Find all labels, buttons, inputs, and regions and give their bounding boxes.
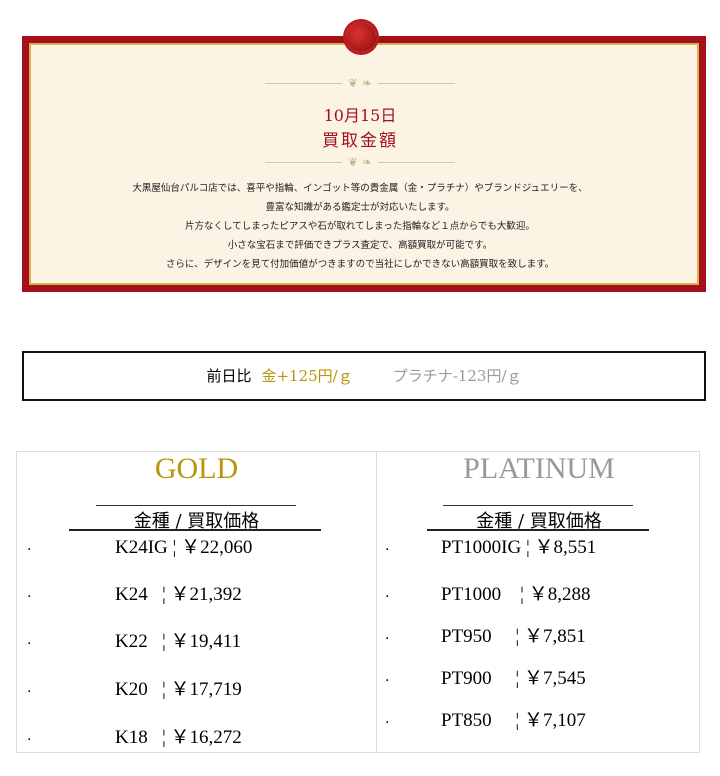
bullet-dot: . bbox=[27, 728, 32, 744]
desc-line: さらに、デザインを見て付加価値がつきますので当社にしかできない高額買取を致します… bbox=[165, 259, 555, 270]
table-row: K18 ¦ ￥16,272 bbox=[115, 727, 242, 748]
divider bbox=[443, 505, 633, 506]
platinum-subheading: 金種 / 買取価格 bbox=[476, 511, 602, 532]
description: 大黒屋仙台パルコ店では、喜平や指輪、インゴット等の貴金属（金・プラチナ）やブラン… bbox=[0, 179, 720, 274]
ornament-top-icon: ❦ ❧ bbox=[265, 76, 455, 90]
ornament-bottom-icon: ❦ ❧ bbox=[265, 155, 455, 169]
platinum-column: PLATINUM 金種 / 買取価格 . PT1000IG ¦ ￥8,551 . P… bbox=[377, 452, 701, 752]
desc-line: 豊富な知識がある鑑定士が対応いたします。 bbox=[265, 202, 455, 213]
desc-line: 片方なくしてしまったピアスや石が取れてしまった指輪など１点からでも大歓迎。 bbox=[185, 221, 535, 232]
divider bbox=[69, 529, 321, 531]
price-table: GOLD 金種 / 買取価格 . K24IG ¦ ￥22,060 . K24 ¦ ￥… bbox=[16, 451, 700, 753]
wax-seal-icon bbox=[346, 22, 376, 52]
bullet-dot: . bbox=[385, 585, 390, 601]
desc-line: 大黒屋仙台パルコ店では、喜平や指輪、インゴット等の貴金属（金・プラチナ）やブラン… bbox=[132, 183, 588, 194]
table-row: PT950 ¦ ￥7,851 bbox=[441, 626, 586, 647]
gold-heading: GOLD bbox=[154, 452, 239, 485]
bullet-dot: . bbox=[27, 538, 32, 554]
table-row: PT900 ¦ ￥7,545 bbox=[441, 668, 586, 689]
table-row: K22 ¦ ￥19,411 bbox=[115, 631, 242, 652]
desc-line: 小さな宝石まで評価できプラス査定で、高額買取が可能です。 bbox=[227, 240, 493, 251]
table-row: PT1000 ¦ ￥8,288 bbox=[441, 584, 591, 605]
platinum-heading: PLATINUM bbox=[463, 452, 615, 485]
bullet-dot: . bbox=[385, 627, 390, 643]
gold-column: GOLD 金種 / 買取価格 . K24IG ¦ ￥22,060 . K24 ¦ ￥… bbox=[17, 452, 376, 752]
daily-comparison: 前日比 金+125円/ｇ プラチナ-123円/ｇ bbox=[22, 351, 706, 401]
table-row: K24 ¦ ￥21,392 bbox=[115, 584, 242, 605]
bullet-dot: . bbox=[27, 585, 32, 601]
platinum-change: プラチナ-123円/ｇ bbox=[392, 367, 522, 385]
bullet-dot: . bbox=[27, 680, 32, 696]
divider bbox=[427, 529, 649, 531]
divider bbox=[96, 505, 296, 506]
table-row: K24IG ¦ ￥22,060 bbox=[115, 537, 253, 558]
bullet-dot: . bbox=[385, 538, 390, 554]
gold-change: 金+125円/ｇ bbox=[261, 367, 353, 385]
table-row: PT1000IG ¦ ￥8,551 bbox=[441, 537, 597, 558]
gold-subheading: 金種 / 買取価格 bbox=[133, 511, 260, 532]
bullet-dot: . bbox=[385, 711, 390, 727]
bullet-dot: . bbox=[385, 669, 390, 685]
banner-title: 買取金額 bbox=[322, 131, 398, 151]
date: 10月15日 bbox=[323, 106, 397, 125]
table-row: PT850 ¦ ￥7,107 bbox=[441, 710, 586, 731]
column-divider bbox=[376, 452, 377, 752]
bullet-dot: . bbox=[27, 632, 32, 648]
table-row: K20 ¦ ￥17,719 bbox=[115, 679, 242, 700]
comparison-label: 前日比 bbox=[206, 367, 252, 385]
